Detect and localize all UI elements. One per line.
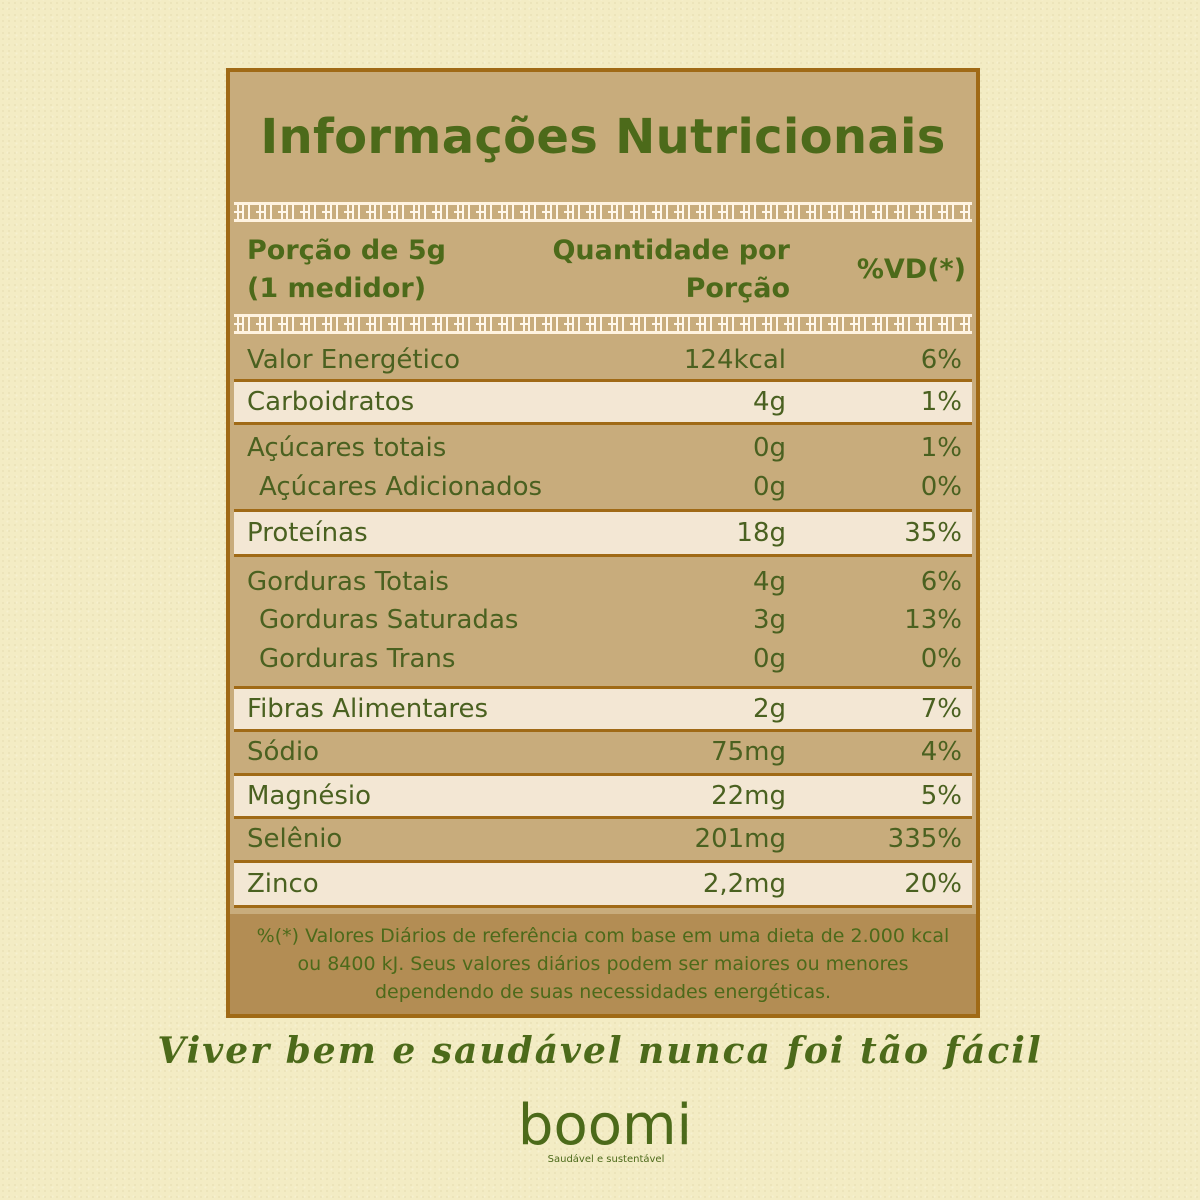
nutrient-vd: 1% [920,433,962,463]
quantity-header-line1: Quantidade por [552,235,790,266]
row-divider [234,686,972,689]
nutrient-quantity: 201mg [694,824,786,854]
nutrient-name: Selênio [247,824,343,854]
page-title: Informações Nutricionais [260,109,946,165]
table-row-proteins: Proteínas 18g 35% [234,512,972,554]
table-row-sodium: Sódio 75mg 4% [234,732,972,773]
nutrient-name: Magnésio [247,781,372,811]
nutrient-vd: 5% [920,781,962,811]
table-row-selenium: Selênio 201mg 335% [234,819,972,860]
footnote: %(*) Valores Diários de referência com b… [230,914,976,1014]
nutrient-name: Gorduras Totais [247,567,449,597]
nutrient-quantity: 18g [736,518,786,548]
footnote-line: ou 8400 kJ. Seus valores diários podem s… [297,953,909,975]
nutrient-quantity: 0g [752,433,786,463]
nutrient-quantity: 2,2mg [702,869,786,899]
portion-header: Porção de 5g (1 medidor) [247,232,446,308]
row-divider [234,860,972,863]
row-divider [234,905,972,908]
nutrient-name: Gorduras Saturadas [259,605,519,635]
brand-tagline: Saudável e sustentável [547,1154,665,1165]
nutrient-quantity: 124kcal [683,345,786,375]
table-row-sugars: Açúcares totais 0g 1% Açúcares Adicionad… [234,425,972,509]
nutrient-vd: 4% [920,737,962,767]
quantity-header: Quantidade por Porção [530,232,790,308]
table-row-carbs: Carboidratos 4g 1% [234,382,972,422]
nutrient-vd: 6% [920,345,962,375]
nutrient-vd: 0% [920,472,962,502]
vd-header: %VD(*) [856,254,966,285]
nutrient-name: Fibras Alimentares [247,694,489,724]
nutrient-quantity: 0g [752,472,786,502]
nutrient-vd: 13% [904,605,962,635]
nutrient-name: Zinco [247,869,319,899]
portion-size: Porção de 5g [247,235,446,266]
decorative-border-top [234,202,972,222]
nutrient-vd: 335% [887,824,962,854]
table-row-magnesium: Magnésio 22mg 5% [234,776,972,816]
nutrient-name: Açúcares Adicionados [259,472,543,502]
nutrient-name: Valor Energético [247,345,461,375]
table-row-zinc: Zinco 2,2mg 20% [234,863,972,905]
nutrient-name: Gorduras Trans [259,644,456,674]
nutrient-vd: 20% [904,869,962,899]
footnote-line: dependendo de suas necessidades energéti… [374,981,832,1003]
row-divider [234,816,972,819]
nutrient-vd: 7% [920,694,962,724]
nutrient-quantity: 2g [752,694,786,724]
nutrient-quantity: 0g [752,644,786,674]
nutrient-vd: 6% [920,567,962,597]
table-row-fats: Gorduras Totais 4g 6% Gorduras Saturadas… [234,557,972,686]
nutrient-name: Carboidratos [247,387,415,417]
nutrient-vd: 35% [904,518,962,548]
footnote-line: %(*) Valores Diários de referência com b… [256,925,950,947]
portion-measure: (1 medidor) [247,273,427,304]
nutrient-quantity: 75mg [711,737,786,767]
table-row-energy: Valor Energético 124kcal 6% [234,340,972,380]
row-divider [234,773,972,776]
boomi-logo: boomi [520,1093,690,1158]
row-divider [234,379,972,382]
decorative-border-bottom [234,314,972,334]
nutrient-vd: 0% [920,644,962,674]
table-header: Porção de 5g (1 medidor) Quantidade por … [230,232,976,314]
nutrient-quantity: 4g [752,387,786,417]
nutrient-name: Açúcares totais [247,433,447,463]
table-row-fiber: Fibras Alimentares 2g 7% [234,689,972,729]
nutrient-quantity: 4g [752,567,786,597]
row-divider [234,729,972,732]
nutrient-name: Proteínas [247,518,368,548]
nutrition-facts-panel: Informações Nutricionais Porção de 5g (1… [226,68,980,1018]
nutrient-quantity: 3g [752,605,786,635]
slogan: Viver bem e saudável nunca foi tão fácil [157,1030,1043,1072]
row-divider [234,554,972,557]
row-divider [234,509,972,512]
nutrient-name: Sódio [247,737,320,767]
nutrient-quantity: 22mg [711,781,786,811]
quantity-header-line2: Porção [685,273,790,304]
row-divider [234,422,972,425]
logo-wordmark: boomi [520,1093,690,1158]
nutrient-vd: 1% [920,387,962,417]
